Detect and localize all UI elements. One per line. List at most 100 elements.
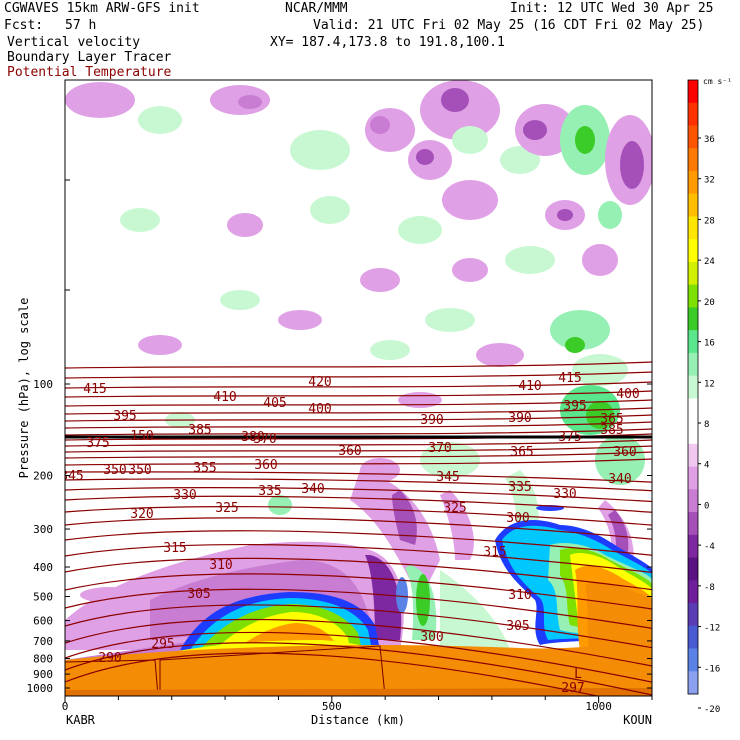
theta-contour-line bbox=[65, 407, 652, 415]
colorbar-swatch bbox=[688, 421, 698, 445]
theta-label: 345 bbox=[60, 469, 83, 484]
theta-label: 325 bbox=[215, 501, 238, 516]
theta-label: 410 bbox=[518, 379, 541, 394]
colorbar-frame bbox=[687, 79, 699, 695]
colorbar-label: -4 bbox=[704, 542, 715, 552]
theta-label: 340 bbox=[608, 472, 631, 487]
theta-contour-line bbox=[65, 428, 652, 436]
theta-label: 415 bbox=[558, 371, 581, 386]
theta-contour-line bbox=[65, 530, 652, 556]
theta-contour-line bbox=[65, 604, 652, 649]
theta-contour-line bbox=[65, 495, 652, 513]
y-tick-label: 600 bbox=[33, 615, 53, 628]
theta-label: 365 bbox=[510, 445, 533, 460]
theta-label: L bbox=[574, 667, 582, 682]
theta-label: 320 bbox=[130, 507, 153, 522]
colorbar-swatch bbox=[688, 148, 698, 172]
theta-label: 335 bbox=[258, 484, 281, 499]
theta-label: 375 bbox=[86, 436, 109, 451]
theta-contour-line bbox=[65, 371, 652, 379]
right-station-label: KOUN bbox=[623, 713, 652, 727]
colorbar-swatch bbox=[688, 102, 698, 126]
colorbar: cm s⁻¹ 36 32 28 24 20 16 12 8 4 0 -4 -8 -12 -16 -20 bbox=[687, 77, 732, 715]
colorbar-label: -16 bbox=[704, 664, 720, 674]
theta-label: 315 bbox=[483, 545, 506, 560]
theta-contour-line bbox=[65, 399, 652, 407]
theta-label: 420 bbox=[308, 375, 331, 390]
init-time: Init: 12 UTC Wed 30 Apr 25 bbox=[510, 1, 714, 16]
theta-contour-line bbox=[65, 557, 652, 591]
y-tick-label: 800 bbox=[33, 653, 53, 666]
theta-label: 310 bbox=[508, 588, 531, 603]
theta-contour-line bbox=[65, 506, 652, 526]
theta-label: 395 bbox=[563, 399, 586, 414]
colorbar-label: 28 bbox=[704, 216, 715, 226]
colorbar-swatch bbox=[688, 193, 698, 217]
colorbar-swatch bbox=[688, 625, 698, 650]
left-station-label: KABR bbox=[66, 713, 96, 727]
colorbar-swatch bbox=[688, 671, 698, 695]
theta-label: 290 bbox=[98, 651, 121, 666]
theta-label: 395 bbox=[113, 409, 136, 424]
colorbar-unit: cm s⁻¹ bbox=[703, 77, 732, 86]
surface-tracer-cell-mid bbox=[159, 645, 386, 696]
theta-contour-line bbox=[65, 439, 652, 447]
colorbar-swatch bbox=[688, 239, 698, 263]
theta-contour-line bbox=[65, 361, 652, 369]
colorbar-label: 20 bbox=[704, 298, 715, 308]
theta-contour-line bbox=[65, 543, 652, 574]
theta-label: 360 bbox=[254, 458, 277, 473]
theta-label: 150 bbox=[130, 429, 153, 444]
fcst-value: 57 h bbox=[65, 18, 97, 33]
theta-label: 370 bbox=[253, 432, 276, 447]
theta-label: 410 bbox=[213, 390, 236, 405]
colorbar-swatch bbox=[688, 534, 698, 559]
plot-frame bbox=[64, 79, 653, 697]
y-tick-label: 500 bbox=[33, 590, 53, 603]
theta-label: 400 bbox=[616, 387, 639, 402]
theta-label: 340 bbox=[301, 482, 324, 497]
colorbar-swatch bbox=[688, 398, 698, 422]
theta-contour-line bbox=[65, 631, 652, 683]
theta-contour-line bbox=[65, 573, 652, 610]
colorbar-swatch bbox=[688, 170, 698, 195]
theta-label: 385 bbox=[600, 423, 623, 438]
colorbar-label: 24 bbox=[704, 257, 715, 267]
colorbar-label: -20 bbox=[704, 705, 720, 715]
theta-label: 360 bbox=[338, 444, 361, 459]
xy-cross-section: XY= 187.4,173.8 to 191.8,100.1 bbox=[270, 35, 505, 50]
surface-tracer-cell-left bbox=[65, 659, 159, 696]
theta-contours bbox=[65, 361, 652, 696]
colorbar-swatch bbox=[688, 580, 698, 604]
model-title: CGWAVES 15km ARW-GFS init bbox=[4, 1, 200, 16]
x-tick-label: 0 bbox=[62, 700, 69, 713]
colorbar-swatch bbox=[688, 375, 698, 399]
colorbar-swatch bbox=[688, 603, 698, 627]
theta-contour-line bbox=[65, 642, 652, 696]
theta-label: 415 bbox=[83, 382, 106, 397]
theta-contour-line bbox=[65, 445, 652, 453]
theta-contour-line bbox=[65, 381, 652, 389]
y-axis-label: Pressure (hPa), log scale bbox=[17, 298, 31, 479]
y-tick-label: 700 bbox=[33, 635, 53, 648]
x-axis: 0 500 1000 bbox=[62, 696, 653, 713]
fcst-label: Fcst: bbox=[4, 18, 44, 33]
colorbar-swatch bbox=[688, 648, 698, 672]
theta-label: 310 bbox=[209, 558, 232, 573]
y-tick-label: 900 bbox=[33, 668, 53, 681]
theta-label: 330 bbox=[173, 488, 196, 503]
field-vertical-velocity: Vertical velocity bbox=[7, 35, 141, 50]
theta-label: 297 bbox=[561, 681, 584, 696]
colorbar-swatch bbox=[688, 80, 698, 104]
theta-contour-line bbox=[65, 471, 652, 483]
theta-label: 300 bbox=[420, 630, 443, 645]
theta-contour-line bbox=[65, 652, 601, 696]
theta-label: 335 bbox=[508, 480, 531, 495]
colorbar-swatch bbox=[688, 443, 698, 468]
theta-contour-line bbox=[65, 588, 652, 629]
theta-label: 370 bbox=[428, 441, 451, 456]
org-label: NCAR/MMM bbox=[285, 1, 348, 16]
